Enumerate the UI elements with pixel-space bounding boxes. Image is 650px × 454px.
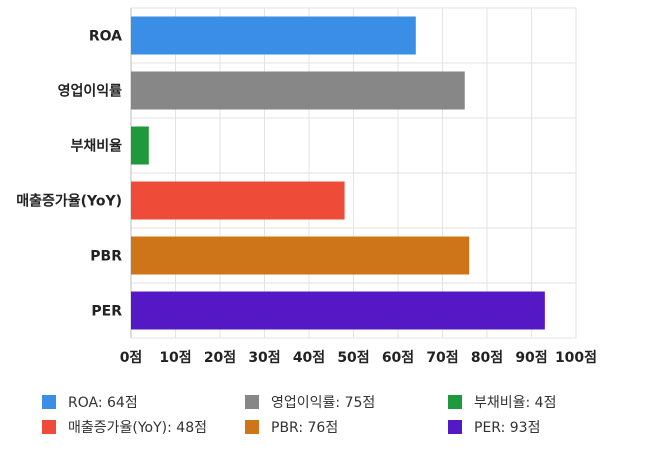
legend-swatch-1 <box>245 395 259 409</box>
x-tick-label-3: 30점 <box>248 349 280 366</box>
legend-item-3[interactable]: 매출증가율(YoY): 48점 <box>68 420 207 436</box>
grid-lines <box>130 7 577 339</box>
x-tick-label-1: 10점 <box>159 349 191 366</box>
x-tick-label-10: 100점 <box>555 349 597 366</box>
x-tick-label-4: 40점 <box>293 349 325 366</box>
bar-3[interactable] <box>131 181 345 220</box>
bar-5[interactable] <box>131 291 545 330</box>
legend-item-4[interactable]: PBR: 76점 <box>271 420 338 436</box>
legend-item-0[interactable]: ROA: 64점 <box>68 395 138 411</box>
x-tick-label-9: 90점 <box>515 349 547 366</box>
legend-swatch-4 <box>245 420 259 434</box>
x-tick-label-7: 70점 <box>426 349 458 366</box>
category-label-2: 부채비율 <box>70 138 122 155</box>
category-label-3: 매출증가율(YoY) <box>16 193 122 210</box>
x-tick-label-2: 20점 <box>204 349 236 366</box>
x-tick-label-5: 50점 <box>337 349 369 366</box>
category-label-5: PER <box>91 304 122 320</box>
category-label-0: ROA <box>89 29 122 45</box>
legend-item-5[interactable]: PER: 93점 <box>474 420 540 436</box>
x-tick-label-0: 0점 <box>120 349 143 366</box>
bar-2[interactable] <box>131 126 149 165</box>
bar-0[interactable] <box>131 16 416 55</box>
bars <box>131 16 545 330</box>
legend-item-1[interactable]: 영업이익률: 75점 <box>271 395 375 411</box>
x-tick-label-8: 80점 <box>471 349 503 366</box>
legend-swatch-5 <box>448 420 462 434</box>
category-label-4: PBR <box>90 249 122 265</box>
legend-swatch-0 <box>42 395 56 409</box>
bar-4[interactable] <box>131 236 470 275</box>
legend-swatch-2 <box>448 395 462 409</box>
bar-1[interactable] <box>131 71 465 110</box>
x-tick-labels: 0점 10점 20점 30점 40점 50점 60점 70점 80점 90점 100점 <box>120 349 597 366</box>
legend-item-2[interactable]: 부채비율: 4점 <box>474 395 556 411</box>
category-label-1: 영업이익률 <box>58 83 123 100</box>
legend-swatch-3 <box>42 420 56 434</box>
x-tick-label-6: 60점 <box>382 349 414 366</box>
